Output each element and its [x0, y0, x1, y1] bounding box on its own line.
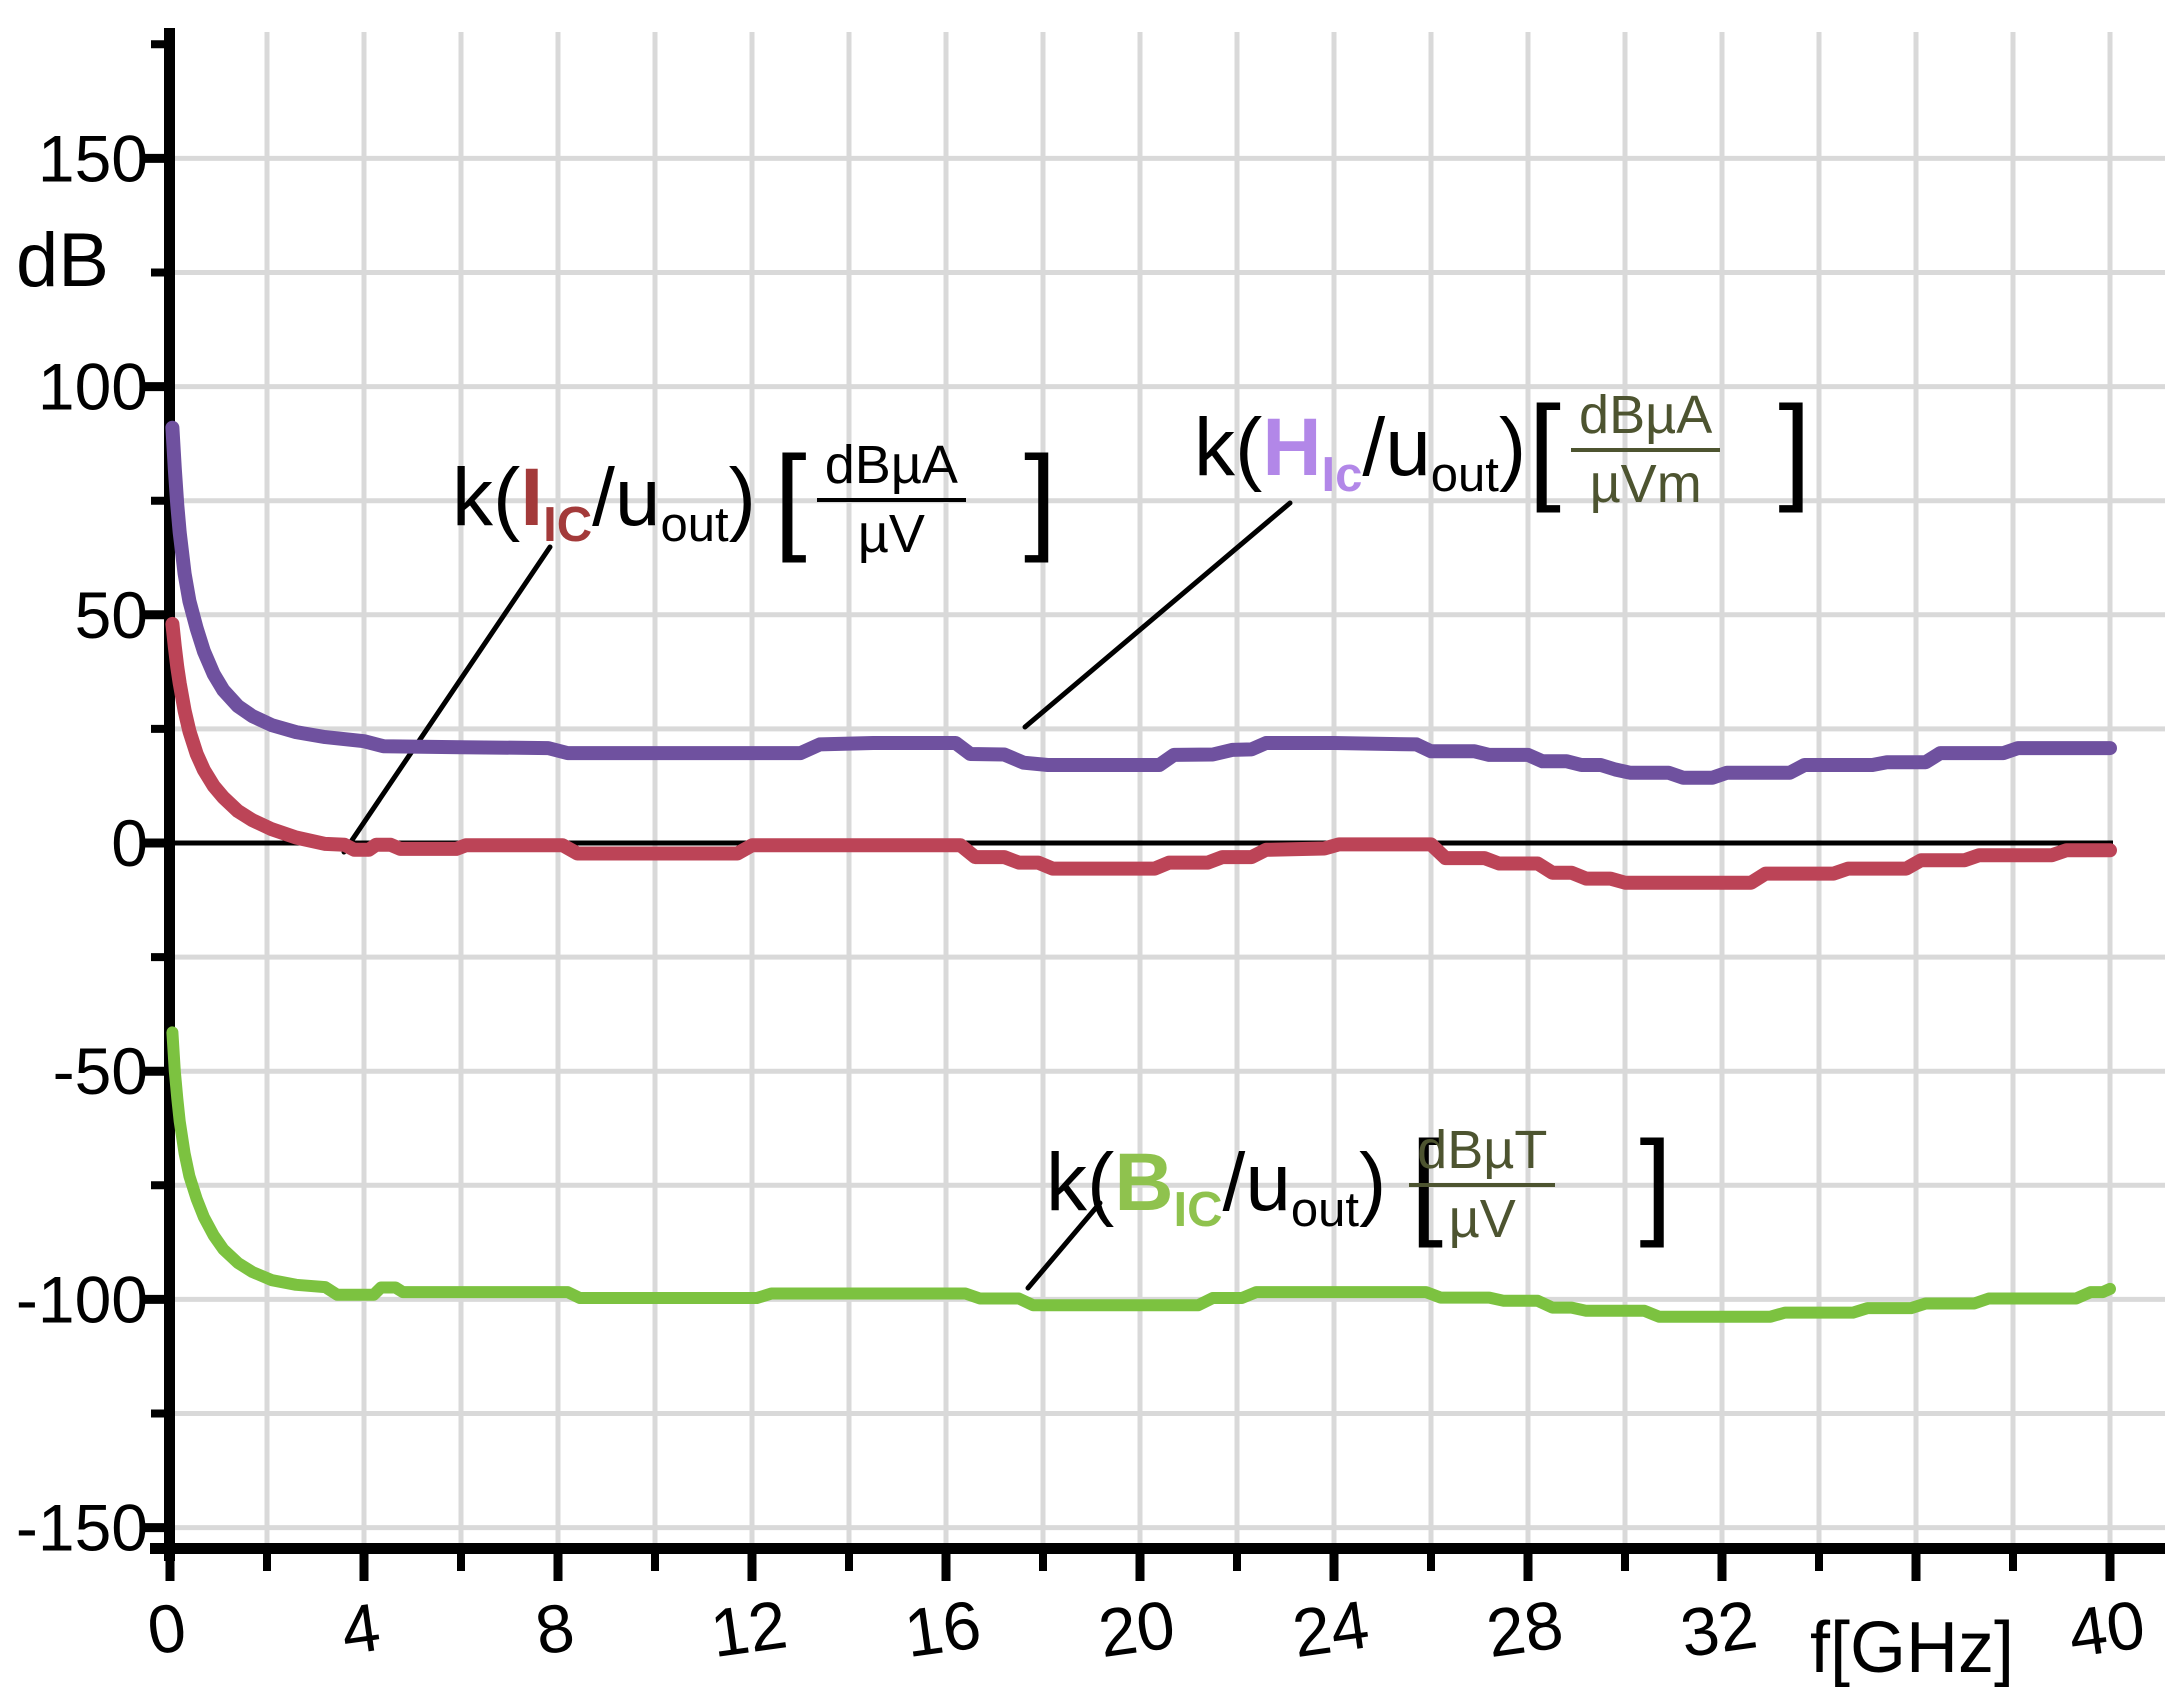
x-tick-label: 12 — [706, 1586, 791, 1672]
y-tick-label: 100 — [38, 350, 148, 424]
callout-close-paren: ) — [1359, 1137, 1387, 1228]
y-tick-label: -50 — [53, 1034, 148, 1108]
callout-close-paren: ) — [728, 452, 756, 543]
x-tick-label: 28 — [1482, 1586, 1567, 1672]
unit-fraction: dBµT µV — [1409, 1121, 1556, 1249]
unit-fraction: dBµA µV — [816, 436, 966, 564]
right-bracket: ] — [1639, 1117, 1673, 1249]
x-tick-label: 20 — [1094, 1586, 1179, 1672]
data-curves — [165, 420, 2117, 1323]
axes-and-ticks — [140, 28, 2165, 1581]
y-tick-label: -150 — [16, 1491, 148, 1565]
x-tick-label: 4 — [337, 1589, 385, 1670]
bfield-symbol-subscript: IC — [1173, 1182, 1223, 1237]
callout-bfield-transfer: k( B IC /u out ) [ dBµT µV ] — [1046, 1118, 1672, 1248]
callout-hfield-transfer: k( H Ic /u out ) [ dBµA µVm ] — [1194, 383, 1811, 513]
y-axis-unit-label: dB — [16, 218, 109, 303]
x-tick-label: 8 — [531, 1589, 579, 1670]
curve-bfield — [166, 1026, 2116, 1323]
x-tick-label: 32 — [1676, 1586, 1761, 1672]
x-axis-label: f[GHz] — [1810, 1608, 2014, 1688]
current-symbol-subscript: IC — [543, 497, 593, 552]
unit-denominator: µV — [857, 503, 925, 564]
hfield-symbol: H — [1262, 402, 1322, 493]
unit-denominator: µV — [1448, 1188, 1516, 1249]
unit-fraction: dBµA µVm — [1571, 386, 1721, 514]
callout-pointer-line — [1022, 500, 1293, 730]
callout-prefix: k( — [1194, 402, 1263, 493]
left-bracket: [ — [1528, 382, 1562, 514]
callout-divisor-subscript: out — [660, 497, 729, 552]
y-tick-label: 0 — [111, 806, 148, 880]
gridlines — [168, 32, 2165, 1543]
callout-prefix: k( — [452, 452, 521, 543]
left-bracket: [ — [773, 432, 807, 564]
axis-labels: 150 100 50 0 -50 -100 -150 0 4 8 12 16 20 24 28 32 40 dB f… — [16, 121, 2150, 1688]
current-symbol: I — [520, 452, 544, 543]
curve-current — [165, 616, 2117, 890]
callout-divisor-subscript: out — [1430, 447, 1499, 502]
y-tick-label: 150 — [38, 121, 148, 195]
hfield-symbol-subscript: Ic — [1321, 447, 1363, 502]
callout-pointer-line — [1025, 1200, 1103, 1291]
x-tick-label: 40 — [2064, 1586, 2149, 1672]
curve-hfield — [165, 420, 2117, 785]
unit-denominator: µVm — [1589, 453, 1702, 514]
unit-numerator: dBµA — [1571, 386, 1721, 452]
unit-numerator: dBµT — [1409, 1121, 1556, 1187]
right-bracket: ] — [1023, 432, 1057, 564]
callout-divisor-subscript: out — [1290, 1182, 1360, 1237]
x-tick-label: 24 — [1288, 1586, 1373, 1672]
callout-prefix: k( — [1046, 1137, 1115, 1228]
bfield-symbol: B — [1114, 1137, 1174, 1228]
x-tick-label: 0 — [143, 1589, 191, 1670]
x-tick-label: 16 — [900, 1586, 985, 1672]
unit-numerator: dBµA — [816, 436, 966, 502]
callout-divisor: /u — [592, 452, 661, 543]
callout-divisor: /u — [1362, 402, 1431, 493]
callout-current-transfer: k( I IC /u out ) [ dBµA µV ] — [452, 433, 1057, 563]
right-bracket: ] — [1778, 382, 1812, 514]
callout-pointer-line — [341, 544, 553, 855]
callout-close-paren: ) — [1498, 402, 1527, 493]
callout-divisor: /u — [1222, 1137, 1291, 1228]
y-tick-label: 50 — [75, 578, 148, 652]
callout-pointer-lines — [341, 500, 1293, 1291]
y-tick-label: -100 — [16, 1262, 148, 1336]
